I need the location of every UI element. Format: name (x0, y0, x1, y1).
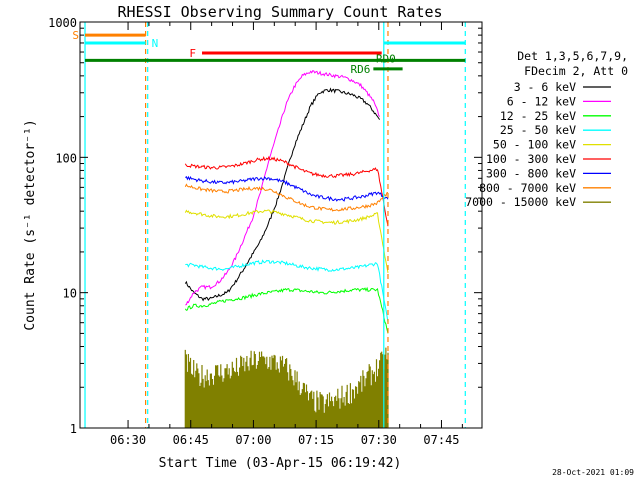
legend-label: 12 - 25 keV (500, 109, 576, 123)
series-line-7000-15000-kev (184, 347, 389, 428)
legend-header-line-1: Det 1,3,5,6,7,9, (517, 49, 628, 63)
legend-label: 50 - 100 keV (493, 138, 576, 152)
series-line-12-25-kev (184, 286, 389, 334)
series-line-50-100-kev (184, 209, 389, 273)
legend-label: 6 - 12 keV (507, 94, 576, 108)
legend-label: 25 - 50 keV (500, 123, 576, 137)
series-layer (184, 69, 389, 428)
legend: Det 1,3,5,6,7,9, FDecim 2, Att 0 3 - 6 k… (465, 49, 628, 209)
legend-label: 300 - 800 keV (486, 166, 576, 180)
legend-label: 800 - 7000 keV (479, 181, 576, 195)
y-tick-label: 1000 (48, 16, 77, 30)
series-line-25-50-kev (185, 259, 389, 323)
series-line-800-7000-kev (184, 183, 389, 212)
y-tick-label: 100 (55, 151, 77, 165)
legend-label: 3 - 6 keV (514, 80, 576, 94)
plot-frame (79, 21, 483, 429)
x-tick-label: 07:00 (235, 433, 271, 447)
status-label-n: N (152, 37, 159, 50)
x-tick-label: 06:45 (173, 433, 209, 447)
x-tick-label: 07:45 (423, 433, 459, 447)
legend-label: 7000 - 15000 keV (465, 195, 576, 209)
status-label-s: S (72, 29, 79, 42)
status-bars-layer: S N F RD0 RD6 (72, 22, 466, 428)
y-axis-label: Count Rate (s⁻¹ detector⁻¹) (23, 119, 38, 330)
x-tick-label: 06:30 (110, 433, 146, 447)
series-line-300-800-kev (185, 175, 389, 202)
generation-timestamp: 28-Oct-2021 01:09 (552, 468, 634, 477)
legend-header-line-2: FDecim 2, Att 0 (524, 64, 628, 78)
legend-label: 100 - 300 keV (486, 152, 576, 166)
x-tick-label: 07:30 (361, 433, 397, 447)
series-line-6-12-kev (185, 69, 381, 306)
axis-ticks-layer: 06:30 06:45 07:00 07:15 07:30 07:45 1 10 100 1000 (48, 16, 482, 447)
status-label-rd6: RD6 (350, 63, 370, 76)
y-tick-label: 1 (70, 422, 77, 436)
series-line-3-6-kev (184, 87, 381, 302)
series-line-100-300-kev (184, 155, 389, 227)
status-label-rd0: RD0 (376, 52, 396, 65)
y-tick-label: 10 (63, 287, 77, 301)
x-tick-label: 07:15 (298, 433, 334, 447)
x-axis-label: Start Time (03-Apr-15 06:19:42) (159, 456, 402, 471)
status-label-f: F (189, 47, 196, 60)
chart-title: RHESSI Observing Summary Count Rates (117, 3, 442, 21)
